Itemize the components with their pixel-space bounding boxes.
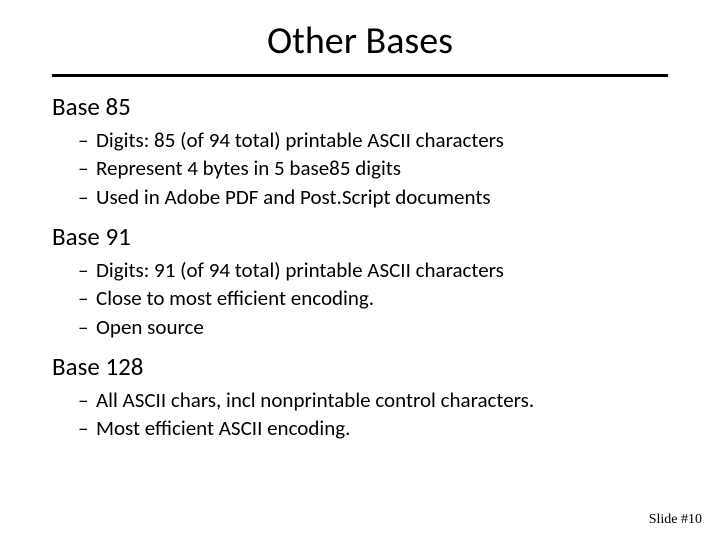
list-item: Open source bbox=[78, 313, 668, 341]
slide-title: Other Bases bbox=[0, 0, 720, 74]
section-heading: Base 91 bbox=[52, 221, 668, 252]
bullet-list: Digits: 91 (of 94 total) printable ASCII… bbox=[52, 256, 668, 341]
list-item: All ASCII chars, incl nonprintable contr… bbox=[78, 386, 668, 414]
section-heading: Base 85 bbox=[52, 91, 668, 122]
slide-number: Slide #10 bbox=[649, 512, 702, 528]
bullet-list: Digits: 85 (of 94 total) printable ASCII… bbox=[52, 126, 668, 211]
list-item: Digits: 85 (of 94 total) printable ASCII… bbox=[78, 126, 668, 154]
bullet-list: All ASCII chars, incl nonprintable contr… bbox=[52, 386, 668, 443]
list-item: Used in Adobe PDF and Post.Script docume… bbox=[78, 183, 668, 211]
content-area: Base 85 Digits: 85 (of 94 total) printab… bbox=[0, 91, 720, 443]
list-item: Most efficient ASCII encoding. bbox=[78, 414, 668, 442]
title-rule bbox=[52, 74, 668, 77]
list-item: Represent 4 bytes in 5 base85 digits bbox=[78, 154, 668, 182]
list-item: Digits: 91 (of 94 total) printable ASCII… bbox=[78, 256, 668, 284]
section-heading: Base 128 bbox=[52, 351, 668, 382]
list-item: Close to most efficient encoding. bbox=[78, 284, 668, 312]
